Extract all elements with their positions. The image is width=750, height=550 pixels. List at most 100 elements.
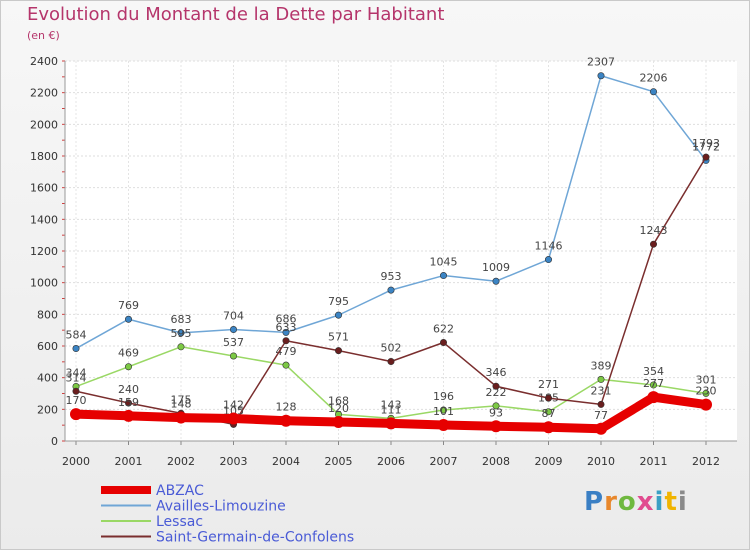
data-label-availles-limouzine: 1146 — [535, 240, 563, 253]
data-point-saint-germain-de-confolens — [597, 400, 605, 408]
x-tick-label: 2001 — [115, 455, 143, 468]
data-point-lessac — [177, 343, 185, 351]
data-point-abzac — [385, 417, 397, 430]
data-point-availles-limouzine — [282, 328, 290, 336]
data-point-lessac — [597, 375, 605, 383]
chart-subtitle: (en €) — [27, 29, 60, 42]
y-tick-label: 600 — [37, 340, 58, 353]
data-point-abzac — [647, 391, 660, 404]
data-point-saint-germain-de-confolens — [439, 339, 447, 347]
data-label-saint-germain-de-confolens: 1243 — [640, 224, 668, 237]
y-tick-label: 2400 — [30, 55, 58, 68]
legend-label-lessac: Lessac — [156, 514, 203, 530]
data-point-abzac — [595, 422, 607, 435]
logo-letter: x — [636, 487, 655, 517]
data-label-lessac: 196 — [433, 390, 454, 403]
data-point-abzac — [227, 412, 240, 425]
logo-letter: i — [654, 487, 665, 517]
data-point-saint-germain-de-confolens — [72, 387, 80, 395]
data-label-abzac: 277 — [643, 377, 664, 390]
data-label-abzac: 148 — [171, 398, 192, 411]
data-label-availles-limouzine: 953 — [381, 270, 402, 283]
data-label-saint-germain-de-confolens: 571 — [328, 331, 349, 344]
data-label-availles-limouzine: 1045 — [430, 256, 458, 269]
data-label-abzac: 87 — [542, 407, 556, 420]
data-label-availles-limouzine: 584 — [66, 329, 87, 342]
data-point-saint-germain-de-confolens — [282, 337, 290, 345]
data-point-availles-limouzine — [597, 72, 605, 80]
data-label-saint-germain-de-confolens: 633 — [276, 321, 297, 334]
data-point-saint-germain-de-confolens — [649, 240, 657, 248]
data-label-lessac: 168 — [328, 394, 349, 407]
y-tick-label: 0 — [51, 435, 58, 448]
data-label-saint-germain-de-confolens: 622 — [433, 323, 454, 336]
data-point-abzac — [332, 416, 345, 428]
data-label-lessac: 595 — [171, 327, 192, 340]
y-tick-label: 1400 — [30, 213, 58, 226]
x-tick-label: 2007 — [430, 455, 458, 468]
data-label-lessac: 389 — [591, 359, 612, 372]
data-label-lessac: 301 — [696, 373, 717, 386]
data-point-saint-germain-de-confolens — [544, 394, 552, 402]
y-tick-label: 2200 — [30, 87, 58, 100]
logo-letter: P — [584, 487, 605, 517]
legend-label-availles-limouzine: Availles-Limouzine — [156, 499, 286, 515]
x-tick-label: 2006 — [377, 455, 405, 468]
y-tick-label: 1200 — [30, 245, 58, 258]
data-point-saint-germain-de-confolens — [334, 347, 342, 355]
y-tick-label: 800 — [37, 308, 58, 321]
data-point-availles-limouzine — [544, 256, 552, 264]
y-tick-label: 1000 — [30, 277, 58, 290]
data-label-availles-limouzine: 2307 — [587, 56, 615, 69]
data-point-abzac — [122, 409, 135, 422]
x-tick-label: 2000 — [62, 455, 90, 468]
data-label-abzac: 120 — [328, 402, 349, 415]
x-tick-label: 2008 — [482, 455, 510, 468]
data-point-abzac — [490, 420, 502, 433]
data-point-saint-germain-de-confolens — [492, 382, 500, 390]
x-tick-label: 2003 — [220, 455, 248, 468]
data-point-lessac — [125, 363, 133, 371]
data-label-availles-limouzine: 704 — [223, 310, 244, 323]
data-label-saint-germain-de-confolens: 314 — [66, 371, 87, 384]
data-label-lessac: 537 — [223, 336, 244, 349]
data-point-abzac — [280, 414, 292, 427]
data-label-abzac: 128 — [276, 401, 297, 414]
data-point-lessac — [492, 402, 500, 410]
data-point-saint-germain-de-confolens — [702, 153, 710, 161]
logo-letter: t — [664, 487, 678, 517]
data-label-abzac: 101 — [433, 405, 454, 418]
data-label-abzac: 93 — [489, 406, 503, 419]
data-point-lessac — [282, 361, 290, 369]
data-label-availles-limouzine: 1772 — [692, 140, 720, 153]
data-point-availles-limouzine — [387, 286, 395, 294]
data-point-availles-limouzine — [492, 277, 500, 285]
data-label-availles-limouzine: 683 — [171, 313, 192, 326]
data-point-abzac — [542, 421, 555, 434]
x-tick-label: 2002 — [167, 455, 195, 468]
data-label-saint-germain-de-confolens: 231 — [591, 384, 612, 397]
data-point-abzac — [175, 411, 187, 424]
data-point-abzac — [437, 419, 450, 432]
data-point-lessac — [439, 406, 447, 414]
x-tick-label: 2012 — [692, 455, 720, 468]
data-point-availles-limouzine — [125, 315, 133, 323]
legend-label-saint-germain-de-confolens: Saint-Germain-de-Confolens — [156, 530, 354, 546]
data-label-availles-limouzine: 795 — [328, 295, 349, 308]
y-tick-label: 2000 — [30, 118, 58, 131]
data-label-saint-germain-de-confolens: 240 — [118, 383, 139, 396]
x-tick-label: 2010 — [587, 455, 615, 468]
x-tick-label: 2005 — [325, 455, 353, 468]
data-point-availles-limouzine — [439, 272, 447, 280]
chart-title: Evolution du Montant de la Dette par Hab… — [27, 4, 445, 25]
data-point-availles-limouzine — [230, 326, 238, 334]
data-point-abzac — [70, 408, 82, 421]
data-label-saint-germain-de-confolens: 1793 — [692, 137, 720, 150]
data-label-lessac: 143 — [381, 398, 402, 411]
x-tick-label: 2011 — [640, 455, 668, 468]
x-tick-label: 2009 — [535, 455, 563, 468]
y-tick-label: 200 — [37, 403, 58, 416]
data-point-abzac — [700, 398, 712, 411]
legend-label-abzac: ABZAC — [156, 483, 204, 499]
data-point-availles-limouzine — [177, 329, 185, 337]
